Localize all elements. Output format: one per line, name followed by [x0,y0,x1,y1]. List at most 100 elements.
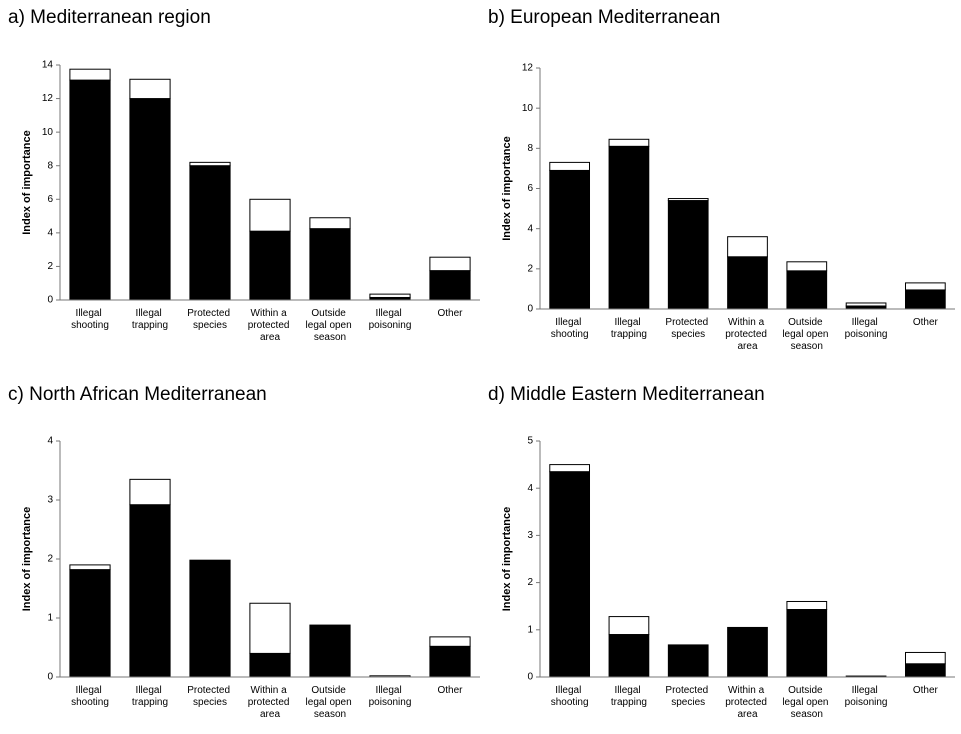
bar-segment [608,634,650,678]
bar-segment [608,145,650,310]
bar-segment [904,289,946,310]
x-tick-label: Protected species [187,308,233,331]
bar-segment [608,138,650,147]
x-tick-label: Illegal shooting [551,317,589,340]
x-tick-label: Within a protected area [248,308,292,343]
y-tick-label: 0 [47,295,53,306]
x-tick-label: Illegal trapping [611,317,647,340]
bar-segment [904,282,946,291]
bar-segment [189,161,231,167]
y-tick-label: 6 [47,194,53,205]
y-axis-label: Index of importance [21,130,33,235]
bar-segment [786,600,828,611]
x-tick-label: Illegal poisoning [845,685,888,708]
y-tick-label: 12 [42,93,54,104]
x-tick-label: Illegal poisoning [845,317,888,340]
x-tick-label: Illegal trapping [132,685,168,708]
y-tick-label: 5 [527,436,533,447]
bar-segment [429,270,471,301]
y-axis-label: Index of importance [501,507,513,612]
bar-segment [549,464,591,473]
bar-segment [309,217,351,230]
y-tick-label: 12 [522,63,534,74]
bar-segment [786,609,828,678]
bar-segment [129,504,171,678]
bar-segment [429,256,471,272]
bar-segment [369,293,411,298]
bar-segment [69,564,111,571]
x-tick-label: Other [437,308,463,319]
x-tick-label: Within a protected area [248,685,292,720]
y-tick-label: 0 [47,672,53,683]
panel-title: c) North African Mediterranean [8,384,267,405]
bar-segment [549,169,591,310]
y-tick-label: 8 [527,143,533,154]
panel-title: b) European Mediterranean [488,7,720,28]
bar-segment [69,79,111,301]
y-tick-label: 0 [527,304,533,315]
x-tick-label: Illegal poisoning [369,685,412,708]
y-tick-label: 1 [527,624,533,635]
x-tick-label: Illegal shooting [71,308,109,331]
bar-segment [549,471,591,678]
x-tick-label: Outside legal open season [306,685,355,720]
y-tick-label: 2 [527,263,533,274]
x-tick-label: Outside legal open season [306,308,355,343]
bar-segment [249,198,291,232]
y-tick-label: 10 [522,103,534,114]
x-tick-label: Outside legal open season [782,685,831,720]
bar-segment [249,652,291,678]
bar-segment [429,645,471,678]
bar-segment [129,78,171,100]
bar-segment [249,230,291,301]
y-tick-label: 2 [527,577,533,588]
y-tick-label: 4 [527,483,533,494]
bar-segment [904,651,946,665]
bar-segment [189,165,231,301]
bar-segment [129,478,171,506]
x-tick-label: Other [913,317,939,328]
y-tick-label: 4 [527,223,533,234]
bar-segment [727,236,768,258]
bar-segment [904,663,946,678]
bar-segment [249,602,291,654]
x-tick-label: Protected species [187,685,233,708]
x-tick-label: Within a protected area [725,685,769,720]
x-tick-label: Illegal shooting [551,685,589,708]
x-tick-label: Protected species [665,317,711,340]
x-tick-label: Illegal trapping [132,308,168,331]
bar-segment [549,161,591,171]
y-tick-label: 10 [42,127,54,138]
y-tick-label: 4 [47,227,53,238]
y-tick-label: 14 [42,60,54,71]
x-tick-label: Protected species [665,685,711,708]
x-tick-label: Outside legal open season [782,317,831,352]
panel-title: a) Mediterranean region [8,7,211,28]
bar-segment [189,559,231,678]
y-tick-label: 4 [47,436,53,447]
y-axis-label: Index of importance [501,136,513,241]
x-tick-label: Illegal trapping [611,685,647,708]
bar-segment [845,302,887,307]
bar-segment [309,624,351,678]
y-tick-label: 1 [47,613,53,624]
bar-segment [786,261,828,272]
bar-segment [129,98,171,301]
x-tick-label: Other [437,685,463,696]
bar-segment [786,270,828,310]
y-tick-label: 2 [47,554,53,565]
bar-segment [69,68,111,81]
panel-title: d) Middle Eastern Mediterranean [488,384,765,405]
x-tick-label: Within a protected area [725,317,769,352]
bar-segment [667,644,709,678]
bar-segment [608,616,650,636]
x-tick-label: Other [913,685,939,696]
bar-segment [69,569,111,678]
bar-segment [309,228,351,301]
y-tick-label: 8 [47,160,53,171]
y-tick-label: 2 [47,261,53,272]
x-tick-label: Illegal shooting [71,685,109,708]
bar-segment [667,198,709,202]
y-tick-label: 6 [527,183,533,194]
